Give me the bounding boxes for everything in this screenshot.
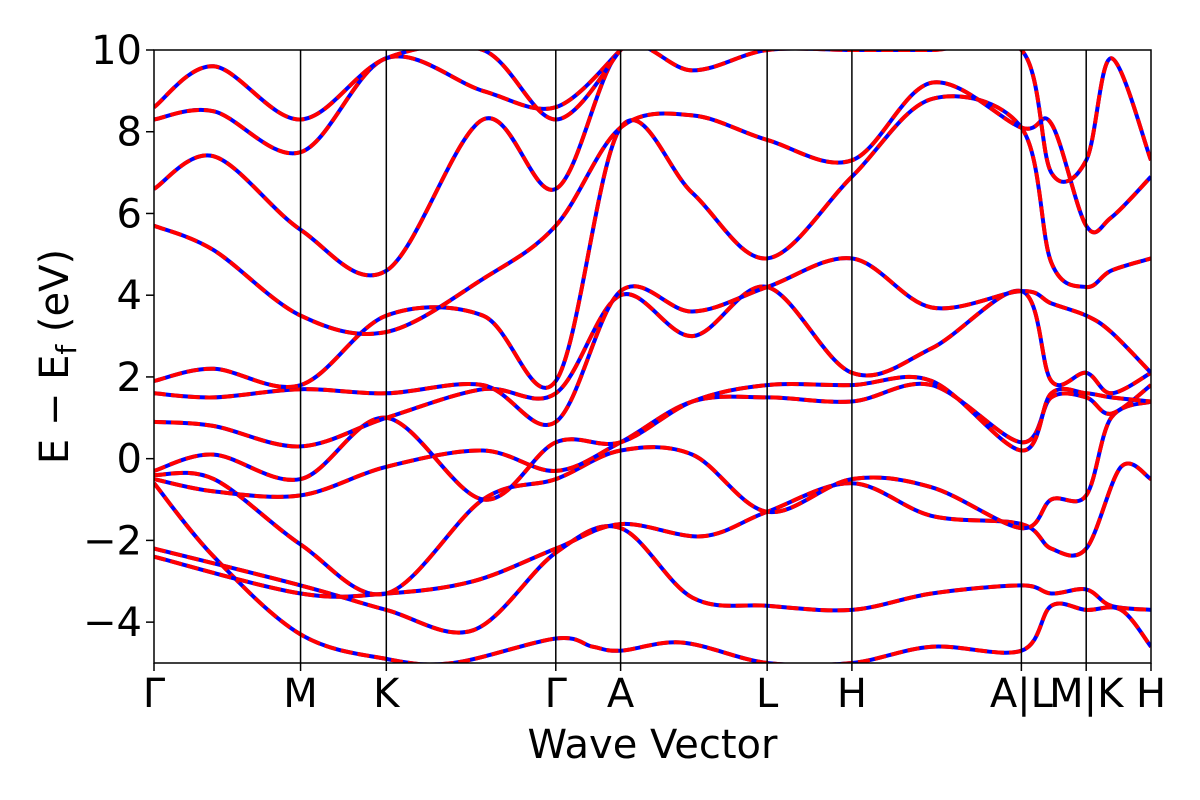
x-tick-label-5: L (756, 671, 779, 717)
y-axis-label-sub: f (50, 344, 83, 355)
y-tick-label-2: 0 (117, 437, 142, 483)
x-axis-label: Wave Vector (528, 722, 779, 768)
band-line-blue-1 (154, 524, 1151, 635)
band-line-red-7 (154, 256, 1151, 427)
y-tick-label-0: −4 (83, 600, 142, 646)
y-axis-label: E − Ef (eV) (32, 249, 83, 464)
band-line-red-9 (154, 80, 1151, 336)
x-tick-label-3: Γ (545, 671, 568, 717)
y-tick-label-1: −2 (83, 518, 142, 564)
band-line-red-5 (154, 374, 1151, 502)
y-tick-label-7: 10 (91, 28, 142, 74)
band-lines (154, 50, 1151, 663)
x-tick-label-9: H (1136, 671, 1166, 717)
band-line-red-2 (154, 461, 1151, 599)
band-line-red-11 (154, 50, 622, 156)
band-line-red-1 (154, 524, 1151, 635)
band-line-red-8 (154, 94, 1151, 390)
band-line-red-4 (154, 381, 1151, 499)
band-line-red-6 (154, 284, 1151, 449)
band-line-blue-2 (154, 461, 1151, 599)
band-line-blue-10 (154, 50, 1151, 278)
band-line-blue-11 (154, 50, 622, 156)
x-tick-label-2: K (373, 671, 401, 717)
y-tick-label-4: 4 (117, 273, 142, 319)
x-tick-label-6: H (837, 671, 867, 717)
band-line-red-3 (154, 399, 1151, 597)
y-axis-label-unit: (eV) (32, 249, 78, 345)
band-line-blue-8 (154, 94, 1151, 390)
plot-frame (153, 49, 1152, 664)
x-tick-label-8: M|K (1049, 671, 1125, 717)
band-line-red-10 (154, 50, 1151, 278)
band-line-red-0 (154, 481, 1151, 663)
y-tick-label-3: 2 (117, 355, 142, 401)
band-line-blue-5 (154, 374, 1151, 502)
x-tick-label-7: A|L (990, 671, 1054, 717)
x-axis-ticks: Γ M K Γ A L H A|LM|K H (143, 663, 1166, 717)
band-line-blue-7 (154, 256, 1151, 427)
x-tick-label-4: A (607, 671, 635, 717)
y-axis-ticks: −4 −2 0 2 4 6 8 10 (83, 28, 154, 646)
x-tick-label-0: Γ (143, 671, 166, 717)
y-tick-label-5: 6 (117, 191, 142, 237)
y-axis-label-main: E − E (32, 355, 78, 465)
y-tick-label-6: 8 (117, 110, 142, 156)
high-symmetry-lines (299, 50, 1087, 663)
x-tick-label-1: M (283, 671, 318, 717)
